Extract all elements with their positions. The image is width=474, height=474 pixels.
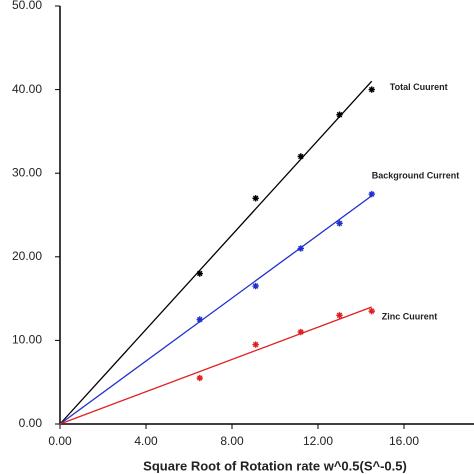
marker [196,374,203,382]
marker [252,195,259,202]
y-tick-label: 10.00 [12,333,42,347]
marker [336,111,343,118]
y-tick-label: 50.00 [12,0,42,12]
y-tick-label: 20.00 [12,249,42,263]
x-tick-label: 12.00 [303,434,333,448]
x-axis-label: Square Root of Rotation rate w^0.5(S^-0.… [143,458,407,473]
marker [368,307,375,315]
series-label: Total Cuurent [390,82,448,92]
marker [297,153,304,160]
series-label: Background Current [372,170,460,180]
marker [252,341,259,348]
marker [368,86,375,93]
fit-line [59,195,373,425]
x-tick-label: 0.00 [48,434,72,448]
marker [196,270,203,277]
y-tick-label: 30.00 [12,165,42,179]
marker [297,245,304,252]
marker [336,312,343,319]
marker [252,282,259,290]
x-tick-label: 4.00 [134,434,158,448]
marker [368,190,375,198]
fit-line [59,306,372,425]
y-tick-label: 40.00 [12,82,42,96]
marker [297,328,304,336]
x-tick-label: 8.00 [220,434,244,448]
x-tick-label: 16.00 [389,434,419,448]
marker [336,220,343,227]
y-tick-label: 0.00 [19,416,43,430]
series-label: Zinc Cuurent [382,312,438,322]
fit-line [59,80,373,425]
marker [196,316,203,323]
